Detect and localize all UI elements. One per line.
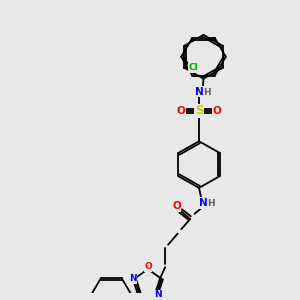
- Text: O: O: [144, 262, 152, 271]
- Text: N: N: [129, 274, 136, 283]
- Text: O: O: [172, 201, 181, 211]
- Text: Cl: Cl: [188, 63, 198, 72]
- Text: N: N: [199, 198, 208, 208]
- Text: H: H: [207, 200, 215, 208]
- Text: N: N: [154, 290, 162, 299]
- Text: O: O: [212, 106, 221, 116]
- Text: N: N: [195, 87, 203, 97]
- Text: H: H: [204, 88, 211, 97]
- Text: S: S: [195, 104, 203, 117]
- Text: O: O: [177, 106, 186, 116]
